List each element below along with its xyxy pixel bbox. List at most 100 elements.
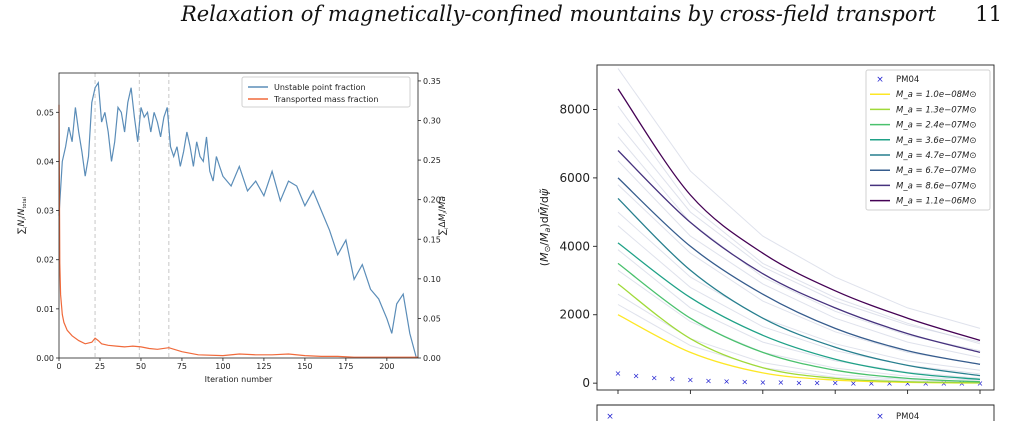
x-tick-label: 100 xyxy=(215,362,230,371)
page-number: 11 xyxy=(975,2,1002,26)
background-curve xyxy=(617,211,981,371)
pm04-marker: × xyxy=(850,379,857,388)
background-curve xyxy=(617,269,981,381)
pm04-marker: × xyxy=(959,379,966,388)
legend-label-right: M_a = 8.6e−07M⊙ xyxy=(896,181,976,191)
pm04-marker: × xyxy=(723,377,730,386)
y-tick-label-right: 0.05 xyxy=(423,314,441,323)
background-curve xyxy=(617,68,981,329)
y-tick-label-right: 0.30 xyxy=(423,117,441,126)
legend-label: Transported mass fraction xyxy=(273,95,378,104)
x-tick-label: 175 xyxy=(338,362,353,371)
background-curve xyxy=(617,105,981,345)
mass-series-line xyxy=(617,262,981,383)
legend-label-right: M_a = 1.1e−06M⊙ xyxy=(896,197,976,207)
pm04-marker: × xyxy=(868,379,875,388)
legend-left: Unstable point fraction Transported mass … xyxy=(241,76,411,108)
pm04-marker: × xyxy=(940,379,947,388)
background-curve xyxy=(617,184,981,365)
background-curve xyxy=(617,136,981,352)
x-tick-label: 150 xyxy=(297,362,312,371)
legend-right: × PM04 M_a = 1.0e−08M⊙ M_a = 1.3e−07M⊙ M_a =… xyxy=(865,69,991,211)
chart-left: 0 25 50 75 100 125 150 175 200 0.00 0.01 0.02 0.03 0.… xyxy=(17,72,450,384)
legend-bottom: × PM04 xyxy=(876,412,919,421)
pm04-marker: × xyxy=(741,378,748,387)
x-tick-label: 200 xyxy=(379,362,394,371)
pm04-marker: × xyxy=(904,379,911,388)
plot-frame-left xyxy=(58,72,419,359)
legend-label-right: M_a = 1.3e−07M⊙ xyxy=(896,105,976,115)
pm04-marker: × xyxy=(796,378,803,387)
pm04-marker: × xyxy=(606,412,614,421)
legend-marker-x: × xyxy=(876,75,884,85)
x-tick-label: 50 xyxy=(136,362,146,371)
series-line-transported-mass xyxy=(58,104,418,358)
legend-label: Unstable point fraction xyxy=(274,83,366,92)
mass-series-line xyxy=(617,150,981,354)
y-tick-label-right: 0.00 xyxy=(423,354,441,363)
y-tick-label-left: 0.05 xyxy=(36,108,54,117)
x-tick-label: 125 xyxy=(256,362,271,371)
chart-bottom-partial: × × PM04 xyxy=(596,404,995,421)
y-tick-label-left: 0.01 xyxy=(36,305,54,314)
y-axis-label-right: ∑iΔMi/Ma xyxy=(438,196,450,235)
legend-label-right: M_a = 3.6e−07M⊙ xyxy=(896,136,976,146)
x-tick-label: 75 xyxy=(177,362,187,371)
legend-label-bottom: PM04 xyxy=(896,412,919,421)
background-curve xyxy=(617,225,981,375)
pm04-marker: × xyxy=(669,375,676,384)
mass-series-line xyxy=(617,242,981,381)
running-title: Relaxation of magnetically-confined moun… xyxy=(180,2,936,26)
legend-label-right: M_a = 2.4e−07M⊙ xyxy=(896,121,976,131)
y-tick-label-left: 0.00 xyxy=(36,354,54,363)
x-tick-label: 0 xyxy=(56,362,61,371)
legend-label-right: M_a = 6.7e−07M⊙ xyxy=(896,166,976,176)
y-tick-label-left: 0.04 xyxy=(36,157,54,166)
y-axis-label-left: ∑iNi/Ntotal xyxy=(17,197,29,234)
mass-series-line xyxy=(617,177,981,365)
mass-series-line xyxy=(617,88,981,342)
page-header: Relaxation of magnetically-confined moun… xyxy=(0,0,1012,40)
y-axis-label-right-chart: (M⊙/Ma)dM̃/dψ̃ xyxy=(538,188,552,266)
y-tick-label-right-chart: 2000 xyxy=(559,308,590,322)
y-tick-label-left: 0.02 xyxy=(36,256,54,265)
background-curve xyxy=(617,304,981,384)
legend-box xyxy=(241,76,411,108)
y-tick-label-right: 0.25 xyxy=(423,156,441,165)
pm04-marker: × xyxy=(886,379,893,388)
pm04-marker: × xyxy=(687,376,694,385)
background-curve xyxy=(617,122,981,343)
y-tick-label-right: 0.10 xyxy=(423,275,441,284)
x-axis-label: Iteration number xyxy=(205,375,273,384)
pm04-marker: × xyxy=(778,378,785,387)
y-tick-label-right-chart: 0 xyxy=(582,376,590,390)
y-tick-label-right: 0.15 xyxy=(423,235,441,244)
y-tick-label-right-chart: 8000 xyxy=(559,102,590,116)
pm04-marker: × xyxy=(651,373,658,382)
background-curve xyxy=(617,249,981,379)
pm04-marker: × xyxy=(832,379,839,388)
pm04-marker: × xyxy=(922,379,929,388)
plot-frame-right xyxy=(596,64,995,391)
y-tick-label-right-chart: 6000 xyxy=(559,171,590,185)
pm04-marker: × xyxy=(977,379,984,388)
x-tick-label: 25 xyxy=(95,362,105,371)
plot-frame-bottom xyxy=(596,404,995,421)
pm04-marker: × xyxy=(814,379,821,388)
legend-label-right: M_a = 4.7e−07M⊙ xyxy=(896,151,976,161)
chart-right: × × × × × × × × × × × × × × × × × × × × × 0 2000 4000 6000 8000 (M… xyxy=(538,64,995,394)
pm04-marker: × xyxy=(759,378,766,387)
y-tick-label-right: 0.35 xyxy=(423,77,441,86)
legend-box-right xyxy=(865,69,991,211)
legend-label-right: M_a = 1.0e−08M⊙ xyxy=(896,90,976,100)
pm04-marker: × xyxy=(705,376,712,385)
legend-label-right: PM04 xyxy=(896,75,919,85)
y-tick-label-left: 0.03 xyxy=(36,207,54,216)
pm04-marker: × xyxy=(615,369,622,378)
mass-series-line xyxy=(617,197,981,377)
pm04-marker: × xyxy=(633,372,640,381)
series-line-unstable-fraction xyxy=(58,81,417,359)
legend-marker-x: × xyxy=(876,412,884,421)
background-curve xyxy=(617,160,981,358)
